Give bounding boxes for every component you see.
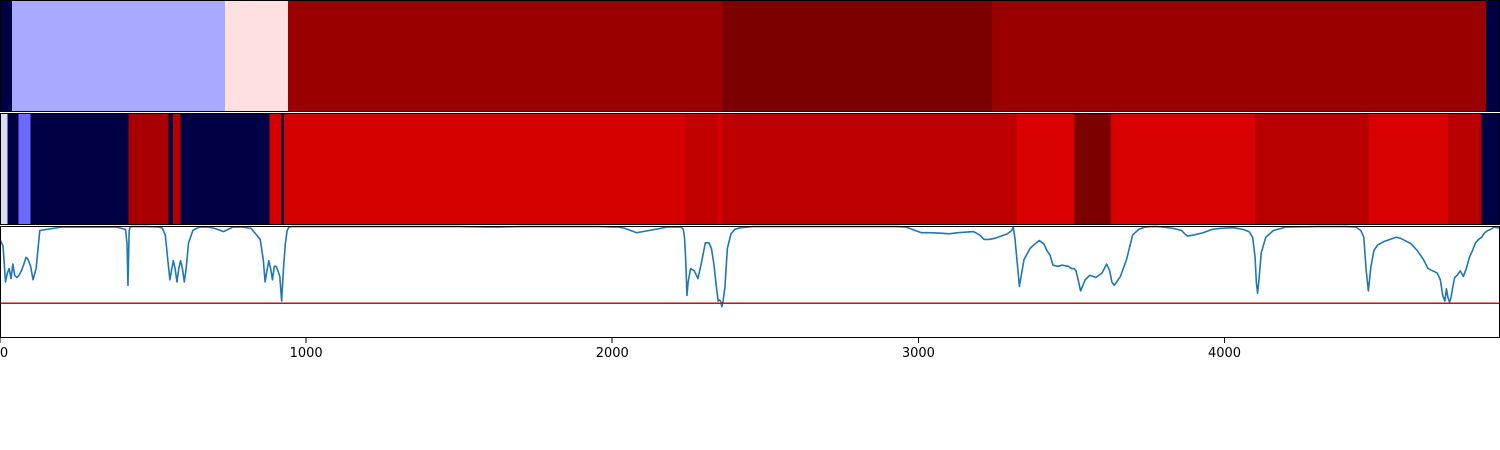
heatmap-panel-1 [0,0,1500,112]
line-panel [0,225,1500,338]
heatmap-cell-2-6 [172,113,181,225]
x-tick-label: 2000 [596,346,629,361]
heatmap-cell-2-9 [281,113,285,225]
heatmap-cell-2-10 [284,113,686,225]
heatmap-cell-2-20 [1481,113,1500,225]
heatmap-panel-2 [0,113,1500,225]
x-tick-label: 4000 [1208,346,1241,361]
heatmap-cell-2-11 [685,113,718,225]
heatmap-cell-2-19 [1447,113,1482,225]
x-tick-label: 1000 [290,346,323,361]
heatmap-cell-1-0 [0,0,13,112]
heatmap-cell-2-17 [1255,113,1369,225]
heatmap-cell-2-4 [128,113,169,225]
heatmap-cell-1-1 [12,0,225,112]
heatmap-cell-2-15 [1074,113,1112,225]
panel-frame-3 [0,226,1500,338]
heatmap-cell-1-4 [722,0,992,112]
x-tick-label: 0 [0,346,8,361]
heatmap-cell-2-2 [18,113,31,225]
x-tick-label: 3000 [902,346,935,361]
heatmap-cell-2-0 [0,113,8,225]
heatmap-cell-2-8 [269,113,282,225]
heatmap-cell-2-1 [7,113,19,225]
heatmap-cell-1-6 [1486,0,1500,112]
heatmap-cell-2-7 [180,113,270,225]
heatmap-cell-2-14 [1016,113,1075,225]
heatmap-cell-2-12 [717,113,723,225]
x-axis: 0 1000 2000 3000 4000 [0,338,1241,361]
heatmap-cell-2-16 [1111,113,1256,225]
heatmap-cell-1-5 [991,0,1487,112]
heatmap-cell-2-5 [168,113,173,225]
heatmap-cell-1-3 [287,0,723,112]
heatmap-cell-2-18 [1368,113,1448,225]
heatmap-cell-2-3 [30,113,129,225]
heatmap-cell-2-13 [722,113,1017,225]
heatmap-cell-1-2 [225,0,288,112]
series-line [0,225,1500,308]
